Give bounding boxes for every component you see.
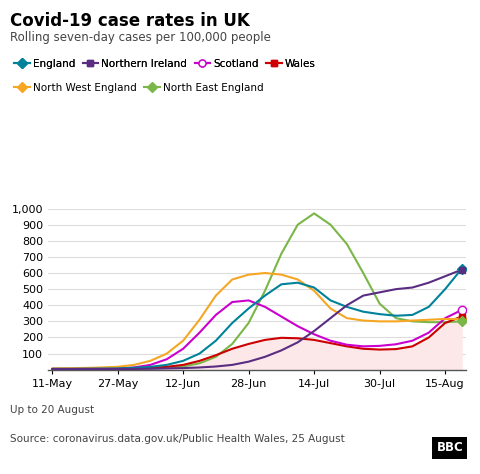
Text: Rolling seven-day cases per 100,000 people: Rolling seven-day cases per 100,000 peop…: [10, 31, 270, 44]
Text: Covid-19 case rates in UK: Covid-19 case rates in UK: [10, 12, 249, 30]
Text: BBC: BBC: [436, 441, 463, 455]
Text: Up to 20 August: Up to 20 August: [10, 405, 94, 415]
Legend: North West England, North East England: North West England, North East England: [10, 79, 267, 97]
Text: Source: coronavirus.data.gov.uk/Public Health Wales, 25 August: Source: coronavirus.data.gov.uk/Public H…: [10, 434, 344, 444]
Legend: England, Northern Ireland, Scotland, Wales: England, Northern Ireland, Scotland, Wal…: [10, 55, 320, 73]
